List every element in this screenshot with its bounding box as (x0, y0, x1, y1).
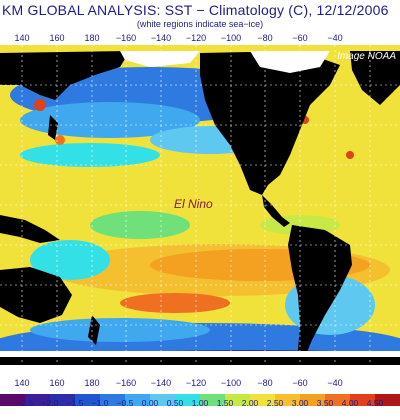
color-scale (0, 394, 400, 406)
scale-label: −1.0 (91, 398, 109, 408)
longitude-tick: −80 (257, 33, 273, 43)
land-masses (0, 51, 400, 365)
longitude-tick: −100 (220, 33, 242, 43)
map-subtitle: (white regions indicate sea−ice) (136, 19, 264, 29)
scale-label: 1.50 (216, 398, 234, 408)
scale-label: −0.5 (116, 398, 134, 408)
scale-swatch (0, 394, 26, 406)
longitude-tick: −60 (292, 33, 308, 43)
scale-swatch (225, 394, 251, 406)
scale-swatch (125, 394, 151, 406)
scale-label: 3.00 (291, 398, 309, 408)
scale-label: 4.00 (341, 398, 359, 408)
scale-swatch (325, 394, 351, 406)
graticule (0, 45, 400, 365)
scale-swatch (175, 394, 201, 406)
scale-label: 4.50 (366, 398, 384, 408)
scale-label: 1.00 (191, 398, 209, 408)
longitude-tick: −60 (292, 378, 308, 388)
longitude-tick: 180 (84, 378, 100, 388)
scale-swatch (50, 394, 76, 406)
longitude-tick: −140 (150, 33, 172, 43)
longitude-tick: 140 (14, 378, 30, 388)
scale-swatch (250, 394, 276, 406)
scale-swatch (25, 394, 51, 406)
scale-swatch (150, 394, 176, 406)
sst-anomaly-map (0, 45, 400, 365)
longitude-tick: −40 (327, 378, 343, 388)
scale-label: −2.5 (16, 398, 34, 408)
scale-label: −1.5 (66, 398, 84, 408)
longitude-tick: −80 (257, 378, 273, 388)
scale-swatch (350, 394, 376, 406)
longitude-tick: −120 (185, 33, 207, 43)
scale-swatch (75, 394, 101, 406)
image-credit: Image NOAA (337, 51, 396, 62)
longitude-tick: 160 (49, 33, 65, 43)
map-title: KM GLOBAL ANALYSIS: SST − Climatology (C… (2, 2, 389, 18)
scale-swatch (100, 394, 126, 406)
scale-label: −2.0 (41, 398, 59, 408)
longitude-tick: 180 (84, 33, 100, 43)
scale-label: 2.00 (241, 398, 259, 408)
scale-label: 0.50 (166, 398, 184, 408)
scale-swatch (275, 394, 301, 406)
longitude-tick: −140 (150, 378, 172, 388)
longitude-tick: −160 (115, 378, 137, 388)
scale-label: 3.50 (316, 398, 334, 408)
longitude-tick: 140 (14, 33, 30, 43)
scale-swatch (300, 394, 326, 406)
bottom-longitude-axis: 140 160 180 −160 −140 −120 −100 −80 −60 −40 (0, 378, 400, 390)
longitude-tick: −100 (220, 378, 242, 388)
longitude-tick: 160 (49, 378, 65, 388)
longitude-tick: −40 (327, 33, 343, 43)
longitude-tick: −120 (185, 378, 207, 388)
top-longitude-axis: 140 160 180 −160 −140 −120 −100 −80 −60 −40 (0, 33, 400, 45)
sea-ice (0, 51, 400, 357)
scale-label: 0.00 (141, 398, 159, 408)
scale-swatch (375, 394, 400, 406)
color-scale-labels: −2.5 −2.0 −1.5 −1.0 −0.5 0.00 0.50 1.00 1.50 2.00… (0, 398, 400, 410)
el-nino-label: El Nino (174, 197, 213, 211)
scale-label: 2.50 (266, 398, 284, 408)
longitude-tick: −160 (115, 33, 137, 43)
scale-swatch (200, 394, 226, 406)
